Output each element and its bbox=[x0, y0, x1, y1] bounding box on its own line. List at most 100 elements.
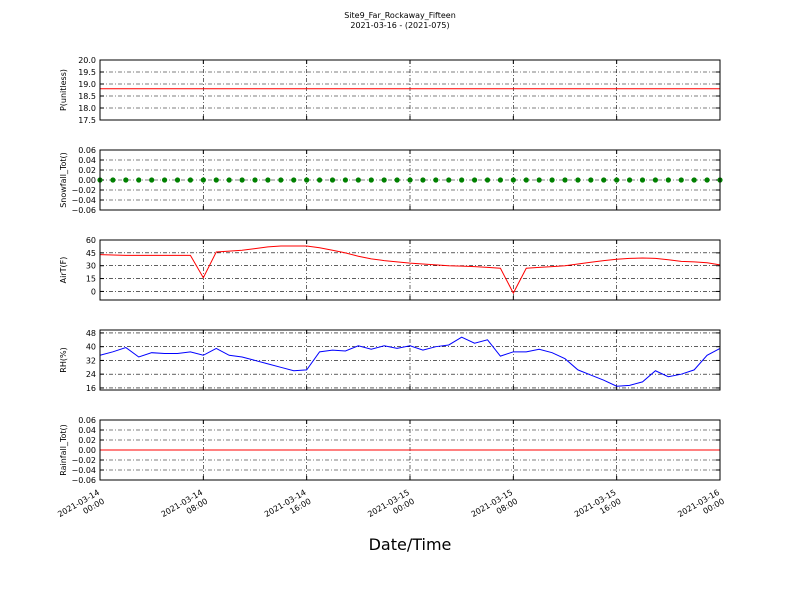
y-tick-label: 30 bbox=[86, 262, 96, 271]
x-tick-label: 2021-03-14 16:00 bbox=[263, 488, 313, 528]
point bbox=[665, 177, 671, 183]
y-tick-label: 32 bbox=[86, 356, 96, 365]
y-tick-label: 17.5 bbox=[78, 116, 96, 125]
y-tick-label: −0.02 bbox=[71, 186, 96, 195]
y-tick-label: 40 bbox=[86, 343, 96, 352]
point bbox=[420, 177, 426, 183]
point bbox=[187, 177, 194, 183]
y-tick-label: 19.0 bbox=[78, 80, 96, 89]
y-tick-label: 19.5 bbox=[78, 68, 96, 77]
y-tick-label: −0.06 bbox=[71, 206, 96, 215]
point bbox=[549, 177, 555, 183]
point bbox=[252, 177, 258, 183]
point bbox=[588, 177, 594, 183]
y-tick-label: 0.06 bbox=[78, 416, 96, 425]
chart-title: Site9_Far_Rockaway_Fifteen bbox=[344, 11, 456, 20]
point bbox=[459, 177, 465, 183]
point bbox=[174, 177, 181, 183]
point bbox=[704, 177, 710, 183]
y-tick-label: 48 bbox=[86, 329, 96, 338]
point bbox=[626, 177, 633, 183]
point bbox=[368, 177, 374, 183]
point bbox=[601, 177, 607, 183]
y-tick-label: 18.5 bbox=[78, 92, 96, 101]
point bbox=[614, 177, 620, 183]
point bbox=[329, 177, 336, 183]
y-tick-label: 15 bbox=[86, 275, 96, 284]
y-axis-label: Rainfall_Tot() bbox=[59, 424, 68, 476]
point bbox=[342, 177, 349, 183]
point bbox=[381, 177, 387, 183]
x-tick-label: 2021-03-16 00:00 bbox=[676, 488, 726, 528]
point bbox=[652, 177, 659, 183]
point bbox=[226, 177, 232, 183]
y-tick-label: 0.00 bbox=[78, 176, 96, 185]
point bbox=[239, 177, 245, 183]
y-tick-label: −0.04 bbox=[71, 466, 96, 475]
point bbox=[213, 177, 219, 183]
x-tick-label: 2021-03-14 08:00 bbox=[160, 488, 210, 528]
point bbox=[149, 177, 155, 183]
point bbox=[471, 177, 478, 183]
point bbox=[575, 177, 581, 183]
point bbox=[510, 177, 516, 183]
y-tick-label: 0.00 bbox=[78, 446, 96, 455]
y-axis-label: Snowfall_Tot() bbox=[59, 152, 68, 208]
y-tick-label: 18.0 bbox=[78, 104, 96, 113]
point bbox=[110, 177, 116, 183]
point bbox=[691, 177, 697, 183]
y-tick-label: 16 bbox=[86, 384, 96, 393]
point bbox=[394, 177, 400, 183]
point bbox=[355, 177, 361, 183]
y-tick-label: 45 bbox=[86, 249, 96, 258]
y-tick-label: 0.06 bbox=[78, 146, 96, 155]
plot-frame bbox=[99, 149, 721, 211]
x-tick-label: 2021-03-15 16:00 bbox=[573, 488, 623, 528]
y-tick-label: −0.06 bbox=[71, 476, 96, 485]
point bbox=[678, 177, 684, 183]
y-tick-label: 0.04 bbox=[78, 156, 96, 165]
y-tick-label: 0.02 bbox=[78, 436, 96, 445]
plot-frame bbox=[99, 329, 721, 391]
plot-frame bbox=[99, 59, 721, 121]
point bbox=[523, 177, 529, 183]
point bbox=[200, 177, 206, 183]
y-axis-label: RH(%) bbox=[59, 347, 68, 372]
chart-subtitle: 2021-03-16 - (2021-075) bbox=[350, 21, 449, 30]
y-tick-label: 60 bbox=[86, 236, 96, 245]
y-tick-label: −0.04 bbox=[71, 196, 96, 205]
y-tick-label: 24 bbox=[86, 370, 96, 379]
point bbox=[291, 177, 297, 183]
y-tick-label: 0.02 bbox=[78, 166, 96, 175]
point bbox=[265, 177, 271, 183]
x-tick-label: 2021-03-15 08:00 bbox=[470, 488, 520, 528]
point bbox=[497, 177, 504, 183]
point bbox=[562, 177, 568, 183]
point bbox=[278, 177, 284, 183]
point bbox=[123, 177, 129, 183]
point bbox=[484, 177, 491, 183]
point bbox=[407, 177, 413, 183]
plot-frame bbox=[99, 419, 721, 481]
y-tick-label: 0 bbox=[91, 287, 96, 296]
plot-frame bbox=[99, 239, 721, 301]
x-axis-label: Date/Time bbox=[369, 535, 452, 554]
x-tick-label: 2021-03-15 00:00 bbox=[366, 488, 416, 528]
point bbox=[536, 177, 542, 183]
point bbox=[316, 177, 323, 183]
y-tick-label: 20.0 bbox=[78, 56, 96, 65]
y-axis-label: P(unitless) bbox=[59, 69, 68, 111]
point bbox=[304, 177, 310, 183]
point bbox=[446, 177, 452, 183]
y-axis-label: AirT(F) bbox=[59, 257, 68, 284]
point bbox=[161, 177, 168, 183]
line bbox=[99, 336, 721, 387]
point bbox=[433, 177, 439, 183]
y-tick-label: 0.04 bbox=[78, 426, 96, 435]
y-tick-label: −0.02 bbox=[71, 456, 96, 465]
line bbox=[99, 245, 721, 295]
point bbox=[639, 177, 646, 183]
point bbox=[136, 177, 142, 183]
x-tick-label: 2021-03-14 00:00 bbox=[56, 488, 106, 528]
